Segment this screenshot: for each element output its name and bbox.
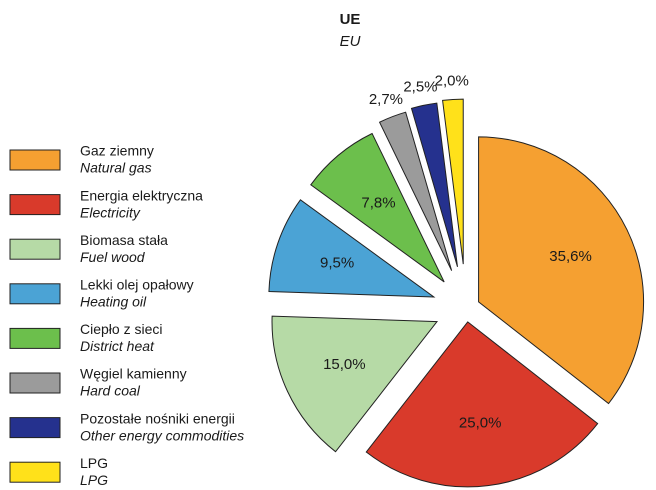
slice-label: 2,0% [435,72,469,89]
legend-label: Węgiel kamienny [80,366,187,382]
pie-slice [442,98,464,265]
legend-label: Pozostałe nośniki energii [80,410,235,426]
legend-label-en: Fuel wood [80,249,146,265]
legend-label: LPG [80,455,108,471]
legend-label-en: Other energy commodities [80,427,244,443]
legend-label-en: Hard coal [80,383,141,399]
slice-label: 2,7% [369,91,403,108]
pie-slice [478,136,645,405]
pie-slice [271,315,439,453]
legend-label-en: Natural gas [80,160,152,176]
legend-swatch [9,149,61,171]
chart-title: UE [340,11,361,28]
slice-label: 7,8% [361,194,395,211]
legend-label-en: Heating oil [80,294,147,310]
chart-subtitle: EU [340,33,361,50]
pie-slice [365,321,599,488]
legend-swatch [9,417,61,439]
pie-slice [410,102,458,268]
pie-slice [310,132,445,283]
legend-swatch [9,327,61,349]
legend-label: Gaz ziemny [80,143,154,159]
slice-label: 9,5% [320,255,354,272]
legend-swatch [9,283,61,305]
legend-label-en: District heat [80,338,155,354]
slice-label: 35,6% [549,248,592,265]
legend-label: Lekki olej opałowy [80,277,194,293]
legend-label-en: Electricity [80,204,141,220]
legend-swatch [9,372,61,394]
slice-label: 25,0% [459,414,502,431]
pie-slice [268,199,436,298]
legend-swatch [9,238,61,260]
legend-label-en: LPG [80,472,108,488]
legend-label: Energia elektryczna [80,187,203,203]
slice-label: 15,0% [323,356,366,373]
legend-label: Biomasa stała [80,232,168,248]
slice-label: 2,5% [403,79,437,96]
legend-swatch [9,461,61,483]
legend-label: Ciepło z sieci [80,321,162,337]
legend-swatch [9,194,61,216]
pie-slice [378,111,453,271]
